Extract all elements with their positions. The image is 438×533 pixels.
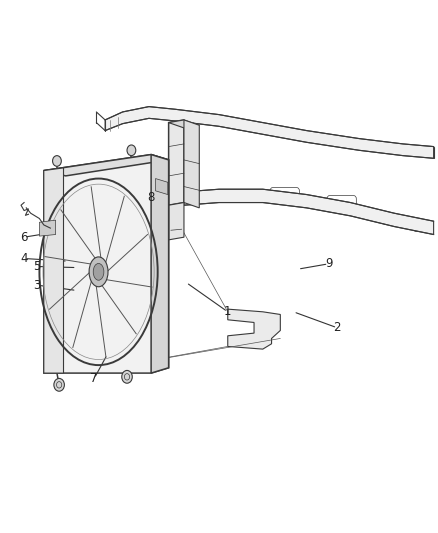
Polygon shape	[44, 155, 169, 373]
Ellipse shape	[93, 263, 104, 280]
Polygon shape	[105, 107, 434, 158]
Polygon shape	[169, 203, 184, 240]
Text: 3: 3	[34, 279, 41, 292]
Circle shape	[53, 156, 61, 166]
Polygon shape	[228, 309, 280, 349]
Circle shape	[127, 145, 136, 156]
Circle shape	[122, 370, 132, 383]
Polygon shape	[155, 179, 168, 195]
Text: 8: 8	[148, 191, 155, 204]
Text: 4: 4	[20, 252, 28, 265]
Text: 2: 2	[333, 321, 341, 334]
Polygon shape	[184, 189, 434, 235]
Polygon shape	[44, 168, 64, 373]
Polygon shape	[151, 155, 169, 373]
Polygon shape	[39, 220, 56, 236]
Polygon shape	[169, 120, 184, 205]
Text: 9: 9	[325, 257, 332, 270]
Text: 5: 5	[34, 260, 41, 273]
Circle shape	[54, 378, 64, 391]
Text: 6: 6	[20, 231, 28, 244]
Circle shape	[172, 129, 179, 138]
Ellipse shape	[89, 257, 108, 287]
Polygon shape	[184, 120, 199, 208]
Text: 1: 1	[224, 305, 232, 318]
Text: 7: 7	[90, 372, 98, 385]
Polygon shape	[44, 155, 169, 176]
Polygon shape	[169, 120, 199, 128]
